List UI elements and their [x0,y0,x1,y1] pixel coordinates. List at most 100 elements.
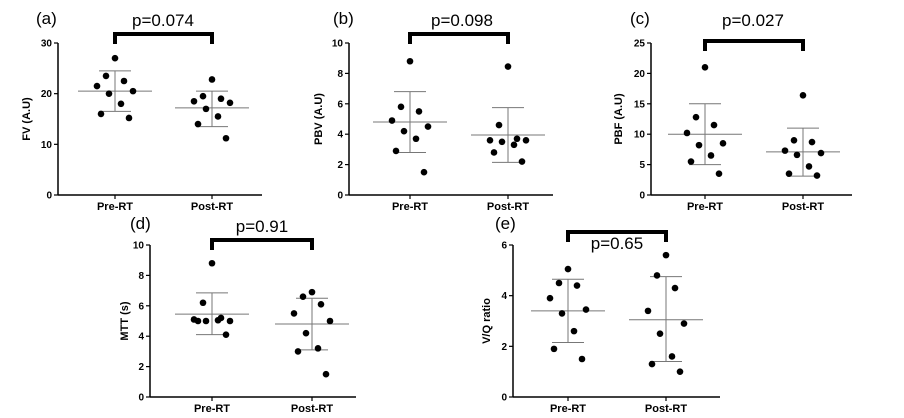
data-point [504,63,512,70]
significance-bracket [210,238,314,250]
data-point [510,141,518,149]
data-point [400,127,408,135]
data-point [125,114,133,122]
y-tick-label: 0 [501,393,507,404]
data-point [97,110,105,118]
data-point [683,129,691,137]
data-point [518,158,526,165]
y-tick-label: 10 [634,130,646,141]
y-tick-label: 8 [138,271,144,282]
y-axis-label: PBV (A.U) [313,93,325,145]
data-point [680,320,688,327]
x-category-label: Pre-RT [97,201,133,213]
data-point [226,317,234,325]
data-point [648,360,656,368]
y-tick-label: 2 [501,342,507,353]
data-point [813,172,821,179]
data-point [117,100,125,108]
significance-bracket [408,32,510,44]
y-tick-label: 4 [138,332,144,343]
data-point [194,120,202,128]
y-tick-label: 10 [133,241,145,252]
data-point [105,90,113,97]
data-point [817,149,825,157]
x-category-label: Pre-RT [550,403,586,415]
data-point [199,299,207,307]
chart-panel-2: (b) p=0.098 0 2 4 6 8 10 Pre-RT Post-RT PBV (A.U) [313,9,553,213]
data-point [715,170,723,178]
y-tick-label: 5 [639,160,645,171]
y-tick-label: 6 [138,301,144,312]
y-tick-label: 30 [41,39,53,50]
data-point [222,134,230,142]
data-point [208,76,216,83]
data-point [522,136,530,144]
y-tick-label: 0 [337,191,343,202]
data-point [671,284,679,292]
data-point [486,136,494,144]
data-point [226,99,234,107]
data-point [710,121,718,129]
data-point [202,105,210,113]
y-tick-label: 20 [634,69,646,80]
chart-panel-5: (e) p=0.65 0 2 4 6 Pre-RT Post-RT V/Q ratio [481,214,720,415]
data-point [302,329,310,337]
data-point [808,138,816,146]
chart-panel-1: (a) p=0.074 0 10 20 30 Pre-RT Post-RT FV (A.U) [21,9,262,213]
x-category-label: Post-RT [291,403,333,415]
data-point [217,95,225,103]
significance-bracket [703,39,805,51]
data-point [799,91,807,99]
panel-label: (e) [495,214,516,233]
x-category-label: Pre-RT [687,201,723,213]
chart-panel-4: (d) p=0.91 0 2 4 6 8 10 Pre-RT Post-RT MTT (s) [119,214,356,415]
data-point [208,259,216,267]
y-tick-label: 0 [639,191,645,202]
data-point [194,317,202,325]
y-tick-label: 2 [337,160,343,171]
data-point [662,251,670,259]
data-point [190,97,198,105]
significance-bracket [566,230,668,242]
data-point [781,147,789,154]
y-tick-label: 4 [337,130,343,141]
data-point [322,370,330,378]
data-point [424,123,432,130]
y-tick-label: 10 [41,140,53,151]
data-point [582,306,590,313]
data-point [294,348,302,355]
data-point [406,57,414,65]
data-point [314,345,322,352]
data-point [656,330,664,337]
data-point [564,265,572,273]
y-tick-label: 6 [337,99,343,110]
p-value-label: p=0.074 [132,11,194,30]
data-point [555,279,563,287]
data-point [692,113,700,121]
p-value-label: p=0.027 [722,11,784,30]
p-value-label: p=0.91 [236,217,288,236]
data-point [299,293,307,300]
chart-panel-3: (c) p=0.027 0 5 10 15 20 25 Pre-RT Post-RT PBF (A.… [613,9,852,213]
y-tick-label: 2 [138,362,144,373]
data-point [93,82,101,90]
data-point [653,272,661,279]
y-tick-label: 8 [337,69,343,80]
data-point [695,141,703,149]
data-point [290,310,298,317]
data-point [498,138,506,146]
data-point [668,353,676,360]
p-value-label: p=0.65 [591,234,643,253]
data-point [214,316,222,324]
significance-bracket [113,32,214,44]
data-point [701,64,709,71]
data-point [420,168,428,176]
data-point [490,149,498,156]
data-point [546,294,554,302]
y-tick-label: 0 [138,393,144,404]
data-point [513,135,521,143]
data-point [415,108,423,115]
data-point [222,331,230,338]
data-point [397,103,405,111]
data-point [790,136,798,144]
